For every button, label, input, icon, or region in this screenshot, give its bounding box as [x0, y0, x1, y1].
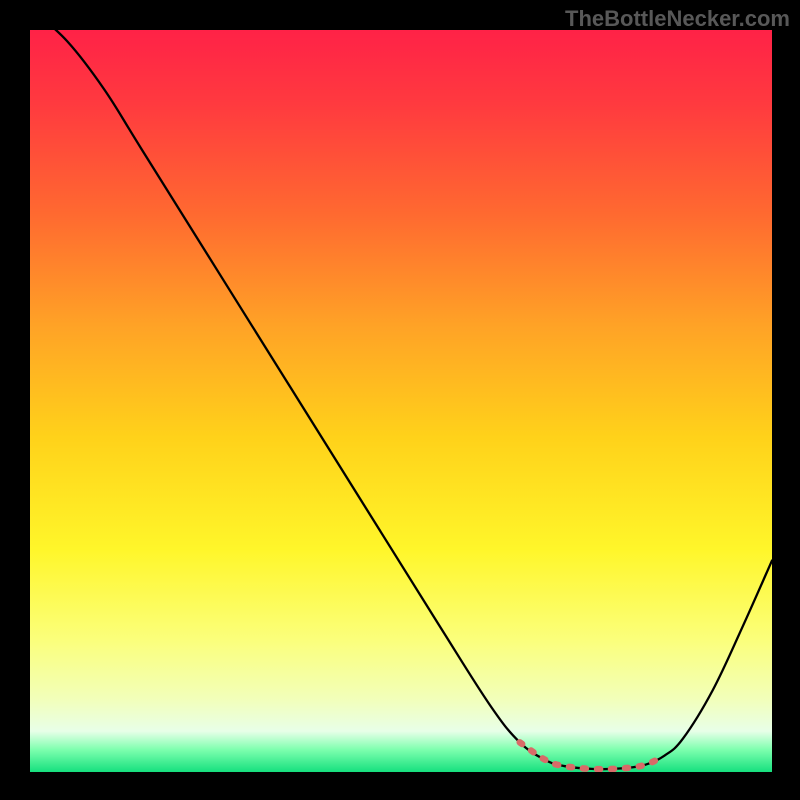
chart-container: TheBottleNecker.com — [0, 0, 800, 800]
watermark-text: TheBottleNecker.com — [565, 6, 790, 32]
bottleneck-chart — [0, 0, 800, 800]
gradient-background — [30, 30, 772, 772]
